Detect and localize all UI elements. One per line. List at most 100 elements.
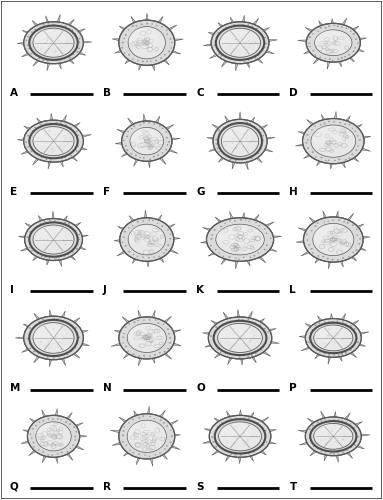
Ellipse shape [249,36,250,37]
Ellipse shape [244,418,245,419]
Polygon shape [70,256,75,260]
Ellipse shape [311,332,312,333]
Ellipse shape [143,355,145,356]
Ellipse shape [49,130,50,132]
Polygon shape [319,20,322,26]
Polygon shape [342,162,345,168]
Ellipse shape [58,356,59,357]
Ellipse shape [52,148,53,149]
Text: M: M [10,384,20,394]
Ellipse shape [170,238,171,239]
Ellipse shape [50,123,51,124]
Ellipse shape [229,256,230,258]
Polygon shape [252,356,256,363]
Ellipse shape [229,354,230,355]
Ellipse shape [24,316,83,360]
Ellipse shape [307,134,308,136]
Ellipse shape [357,234,358,236]
Ellipse shape [155,454,156,456]
Text: G: G [196,186,205,196]
Ellipse shape [240,454,242,456]
Ellipse shape [79,337,80,338]
Ellipse shape [353,252,354,253]
Ellipse shape [35,54,36,56]
Ellipse shape [47,356,49,357]
Ellipse shape [43,60,44,61]
Ellipse shape [164,252,165,254]
Ellipse shape [69,424,71,425]
Polygon shape [214,418,219,422]
Ellipse shape [149,356,151,357]
Polygon shape [74,318,80,323]
Ellipse shape [72,30,73,31]
Ellipse shape [69,28,70,29]
Ellipse shape [159,256,160,257]
Ellipse shape [359,238,361,240]
Ellipse shape [332,337,333,338]
Polygon shape [21,150,28,154]
Ellipse shape [64,58,65,59]
Ellipse shape [332,259,333,260]
Ellipse shape [250,257,251,258]
Ellipse shape [206,218,273,262]
Ellipse shape [248,319,249,320]
Ellipse shape [242,39,244,40]
Ellipse shape [232,139,233,140]
Polygon shape [42,410,46,417]
Ellipse shape [325,27,326,28]
Polygon shape [146,14,148,20]
Polygon shape [352,320,359,325]
Ellipse shape [341,354,343,355]
Polygon shape [69,60,74,64]
Polygon shape [239,112,241,120]
Ellipse shape [47,142,48,144]
Ellipse shape [240,219,242,220]
Polygon shape [214,354,221,358]
Polygon shape [152,310,155,318]
Ellipse shape [133,254,134,255]
Ellipse shape [217,348,218,350]
Ellipse shape [33,225,74,254]
Ellipse shape [348,54,350,56]
Polygon shape [239,410,242,416]
Text: K: K [196,285,204,295]
Ellipse shape [255,322,256,324]
Text: L: L [290,285,296,295]
Ellipse shape [232,143,233,144]
Polygon shape [357,445,364,449]
Ellipse shape [164,54,165,55]
Ellipse shape [212,234,213,236]
Polygon shape [207,138,213,140]
Ellipse shape [260,148,262,150]
Ellipse shape [247,134,248,136]
Ellipse shape [138,454,140,455]
Polygon shape [34,314,39,320]
Ellipse shape [128,224,165,255]
Ellipse shape [250,332,251,334]
Polygon shape [119,417,126,422]
Ellipse shape [222,448,223,450]
Polygon shape [215,217,221,222]
Ellipse shape [67,451,68,452]
Ellipse shape [346,28,347,29]
Ellipse shape [41,256,42,257]
Ellipse shape [129,251,130,252]
Ellipse shape [127,324,158,343]
Ellipse shape [218,32,219,34]
Polygon shape [304,50,310,53]
Ellipse shape [229,46,230,47]
Ellipse shape [345,441,346,442]
Ellipse shape [219,28,260,58]
Polygon shape [362,148,371,152]
Polygon shape [174,238,180,240]
Ellipse shape [239,356,240,358]
Ellipse shape [353,427,355,428]
Polygon shape [67,412,72,419]
Polygon shape [29,450,36,456]
Polygon shape [118,226,124,230]
Ellipse shape [333,437,334,438]
Ellipse shape [332,429,333,430]
Ellipse shape [216,139,217,140]
Ellipse shape [327,258,329,259]
Ellipse shape [328,354,330,356]
